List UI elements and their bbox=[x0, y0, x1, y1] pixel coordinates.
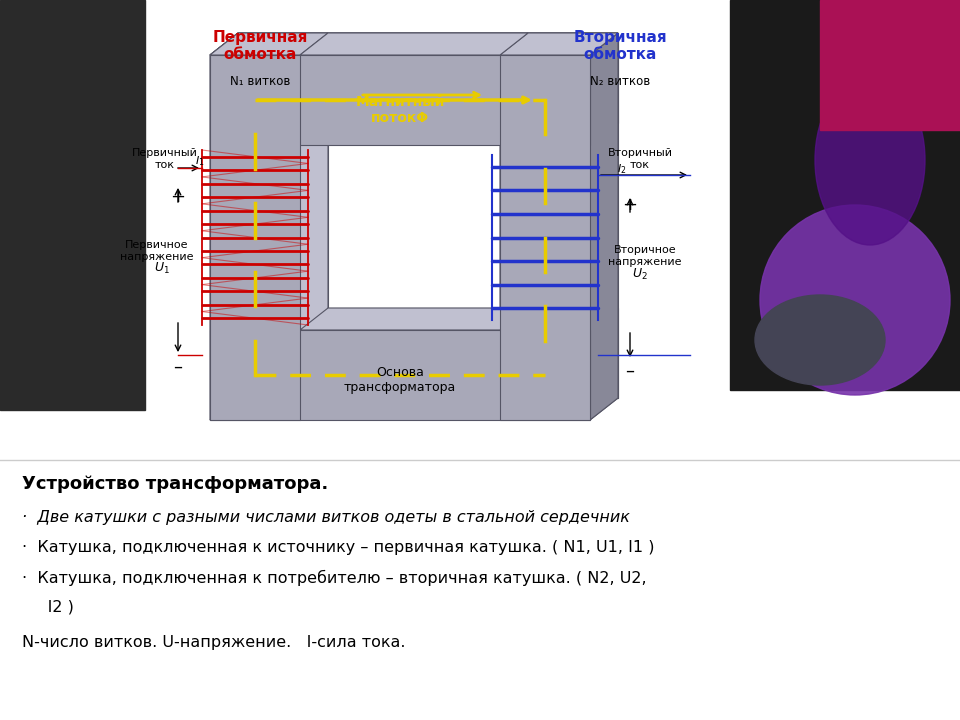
Polygon shape bbox=[300, 33, 528, 55]
Bar bbox=[820, 0, 960, 130]
Text: ·  Катушка, подключенная к потребителю – вторичная катушка. ( N2, U2,: · Катушка, подключенная к потребителю – … bbox=[22, 570, 647, 586]
Text: N₂ витков: N₂ витков bbox=[589, 75, 650, 88]
Polygon shape bbox=[210, 33, 618, 55]
Text: –: – bbox=[174, 358, 182, 376]
Text: Вторичный
ток: Вторичный ток bbox=[608, 148, 673, 170]
Polygon shape bbox=[300, 123, 528, 145]
Text: $I_2$: $I_2$ bbox=[617, 162, 627, 176]
Polygon shape bbox=[210, 33, 328, 55]
Text: I2 ): I2 ) bbox=[22, 600, 74, 615]
Text: Магнитный
потокΦ: Магнитный потокΦ bbox=[355, 95, 444, 125]
Polygon shape bbox=[500, 55, 590, 420]
Polygon shape bbox=[300, 308, 528, 330]
Text: $U_1$: $U_1$ bbox=[154, 261, 170, 276]
Text: N-число витков. U-напряжение.   I-сила тока.: N-число витков. U-напряжение. I-сила ток… bbox=[22, 635, 405, 650]
Text: N₁ витков: N₁ витков bbox=[229, 75, 290, 88]
Polygon shape bbox=[500, 33, 618, 55]
Polygon shape bbox=[210, 33, 238, 420]
Text: Основа
трансформатора: Основа трансформатора bbox=[344, 366, 456, 394]
Ellipse shape bbox=[755, 295, 885, 385]
Text: ·  Две катушки с разными числами витков одеты в стальной сердечник: · Две катушки с разными числами витков о… bbox=[22, 510, 630, 525]
Text: $U_2$: $U_2$ bbox=[632, 267, 648, 282]
Polygon shape bbox=[210, 33, 618, 55]
Polygon shape bbox=[238, 308, 618, 398]
Bar bbox=[730, 0, 960, 390]
Polygon shape bbox=[500, 33, 528, 420]
Text: Вторичное
напряжение: Вторичное напряжение bbox=[609, 245, 682, 266]
Bar bbox=[0, 0, 145, 410]
Polygon shape bbox=[210, 55, 300, 420]
Text: Первичное
напряжение: Первичное напряжение bbox=[120, 240, 194, 261]
Ellipse shape bbox=[760, 205, 950, 395]
Text: –: – bbox=[626, 362, 635, 380]
Polygon shape bbox=[210, 55, 590, 145]
Text: ·  Катушка, подключенная к источнику – первичная катушка. ( N1, U1, I1 ): · Катушка, подключенная к источнику – пе… bbox=[22, 540, 655, 555]
Polygon shape bbox=[300, 33, 328, 420]
Text: Первичный
ток: Первичный ток bbox=[132, 148, 198, 170]
Text: +: + bbox=[622, 196, 637, 214]
Text: Первичная
обмотка: Первичная обмотка bbox=[212, 30, 308, 63]
Text: $I_1$: $I_1$ bbox=[195, 154, 204, 168]
Text: +: + bbox=[171, 188, 185, 206]
Text: Вторичная
обмотка: Вторичная обмотка bbox=[573, 30, 667, 63]
Polygon shape bbox=[238, 33, 618, 123]
Polygon shape bbox=[528, 33, 618, 398]
Text: Устройство трансформатора.: Устройство трансформатора. bbox=[22, 475, 328, 493]
Ellipse shape bbox=[815, 75, 925, 245]
Polygon shape bbox=[238, 33, 328, 398]
Polygon shape bbox=[210, 398, 618, 420]
Polygon shape bbox=[590, 33, 618, 420]
Polygon shape bbox=[210, 330, 590, 420]
